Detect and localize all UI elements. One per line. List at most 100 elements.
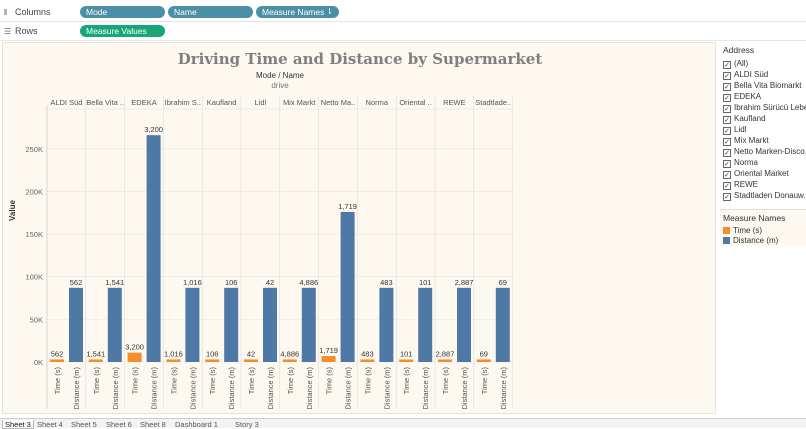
x-tick-label: Time (s) <box>53 366 62 394</box>
column-header-mode: drive <box>271 81 289 90</box>
checkbox-icon[interactable]: ✓ <box>723 160 731 168</box>
checkbox-icon[interactable]: ✓ <box>723 138 731 146</box>
filter-item[interactable]: ✓ EDEKA <box>720 91 806 102</box>
legend-item[interactable]: Time (s) <box>720 226 806 236</box>
filter-item[interactable]: ✓ Lidl <box>720 124 806 135</box>
category-label: Bella Vita .. <box>86 98 124 107</box>
category-label: Lidl <box>255 98 267 107</box>
data-label: 562 <box>70 278 83 287</box>
data-label: 483 <box>380 278 393 287</box>
filter-item-label: ALDI Süd <box>734 70 769 79</box>
filter-item[interactable]: ✓ Bella Vita Biomarkt <box>720 80 806 91</box>
x-tick-label: Distance (m) <box>460 367 469 410</box>
checkbox-icon[interactable]: ✓ <box>723 72 731 80</box>
filter-item[interactable]: ✓ Netto Marken-Disco.. <box>720 146 806 157</box>
filter-item[interactable]: ✓ Kaufland <box>720 113 806 124</box>
category-label: Norma <box>366 98 389 107</box>
checkbox-icon[interactable]: ✓ <box>723 149 731 157</box>
x-tick-label: Distance (m) <box>421 367 430 410</box>
x-tick-label: Distance (m) <box>499 367 508 410</box>
sheet-tab[interactable]: Sheet 5 <box>71 420 97 429</box>
bar <box>244 359 258 362</box>
category-label: Ibrahim S.. <box>165 98 201 107</box>
sheet-tab[interactable]: Dashboard 1 <box>175 420 218 429</box>
x-tick-label: Time (s) <box>247 366 256 394</box>
x-tick-label: Time (s) <box>402 366 411 394</box>
sheet-tabbar: Sheet 3 Sheet 4 Sheet 5 Sheet 6 Sheet 8 Dashb… <box>0 418 806 429</box>
chart-area: Driving Time and Distance by Supermarket… <box>2 42 716 414</box>
data-label: 483 <box>361 349 374 358</box>
x-tick-label: Time (s) <box>208 366 217 394</box>
x-tick-label: Distance (m) <box>111 367 120 410</box>
filter-item[interactable]: ✓ Oriental Market <box>720 168 806 179</box>
data-label: 1,016 <box>183 278 202 287</box>
data-label: 2,887 <box>455 278 474 287</box>
bar <box>457 287 471 362</box>
sheet-tab[interactable]: Sheet 8 <box>140 420 166 429</box>
legend-label: Distance (m) <box>733 236 779 245</box>
legend-item[interactable]: Distance (m) <box>720 236 806 246</box>
bar <box>127 352 142 362</box>
bar <box>379 287 394 362</box>
sheet-tab[interactable]: Story 3 <box>235 420 259 429</box>
filter-item[interactable]: ✓ Ibrahim Sürücü Lebe.. <box>720 102 806 113</box>
y-tick-label: 0K <box>34 358 43 367</box>
checkbox-icon[interactable]: ✓ <box>723 94 731 102</box>
filter-item-label: Oriental Market <box>734 169 789 178</box>
checkbox-icon[interactable]: ✓ <box>723 171 731 179</box>
x-tick-label: Distance (m) <box>188 367 197 410</box>
y-tick-label: 200K <box>25 187 43 196</box>
bar <box>205 359 220 362</box>
x-tick-label: Time (s) <box>169 366 178 394</box>
data-label: 1,541 <box>105 278 124 287</box>
checkbox-icon[interactable]: ✓ <box>723 182 731 190</box>
measure-names-pill[interactable]: Measure Names ⇂ <box>256 6 339 18</box>
category-label: Netto Ma.. <box>321 98 356 107</box>
filter-item-label: REWE <box>734 180 758 189</box>
legend-swatch <box>723 236 730 244</box>
name-pill[interactable]: Name <box>168 6 253 18</box>
bar <box>224 287 239 362</box>
data-label: 3,200 <box>125 343 144 352</box>
sheet-tab[interactable]: Sheet 4 <box>37 420 63 429</box>
x-tick-label: Time (s) <box>286 366 295 394</box>
filter-item-label: Netto Marken-Disco.. <box>734 147 806 156</box>
sort-icon: ⇂ <box>326 7 333 16</box>
filter-item[interactable]: ✓ Mix Markt <box>720 135 806 146</box>
filter-item[interactable]: ✓ ALDI Süd <box>720 69 806 80</box>
checkbox-icon[interactable]: ✓ <box>723 116 731 124</box>
checkbox-icon[interactable]: ✓ <box>723 83 731 91</box>
sheet-tab[interactable]: Sheet 6 <box>106 420 132 429</box>
x-tick-label: Distance (m) <box>305 367 314 410</box>
filter-item-label: Mix Markt <box>734 136 769 145</box>
filter-item-label: Lidl <box>734 125 747 134</box>
data-label: 1,719 <box>319 346 338 355</box>
chart-title: Driving Time and Distance by Supermarket <box>177 50 543 68</box>
checkbox-icon[interactable]: ✓ <box>723 61 731 69</box>
filter-item[interactable]: ✓ REWE <box>720 179 806 190</box>
category-label: REWE <box>443 98 466 107</box>
filter-item-label: (All) <box>734 59 749 68</box>
legend-title: Measure Names <box>723 213 786 223</box>
mode-pill[interactable]: Mode <box>80 6 165 18</box>
checkbox-icon[interactable]: ✓ <box>723 127 731 135</box>
data-label: 4,886 <box>280 349 299 358</box>
columns-icon: ⦀ <box>4 8 8 17</box>
rows-shelf: ☰ Rows Measure Values <box>0 22 806 41</box>
columns-shelf-label: ⦀ Columns <box>4 7 51 17</box>
measure-values-pill[interactable]: Measure Values <box>80 25 165 37</box>
filter-item[interactable]: ✓ Norma <box>720 157 806 168</box>
filter-item[interactable]: ✓ Stadtladen Donauw.. <box>720 190 806 201</box>
bar <box>399 359 414 362</box>
data-label: 106 <box>206 349 219 358</box>
rows-icon: ☰ <box>4 27 12 36</box>
filter-item[interactable]: ✓ (All) <box>720 58 806 69</box>
checkbox-icon[interactable]: ✓ <box>723 105 731 113</box>
x-tick-label: Distance (m) <box>382 367 391 410</box>
x-tick-label: Time (s) <box>363 366 372 394</box>
legend: Measure Names Time (s) Distance (m) <box>720 209 806 246</box>
x-tick-label: Time (s) <box>131 366 140 394</box>
right-panel: Address ✓ (All) ✓ ALDI Süd ✓ Bella Vita Bioma… <box>720 42 806 414</box>
bar <box>166 359 181 362</box>
checkbox-icon[interactable]: ✓ <box>723 193 731 201</box>
